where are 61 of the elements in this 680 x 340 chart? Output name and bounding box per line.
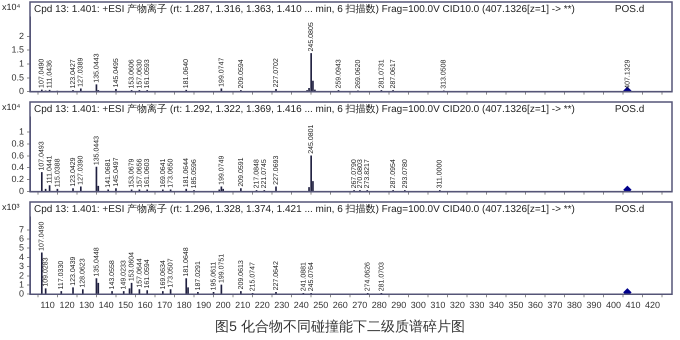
x-tick-label: 200 bbox=[216, 300, 231, 310]
x-tick-label: 290 bbox=[391, 300, 406, 310]
x-tick-label: 140 bbox=[98, 300, 114, 310]
chart-subtitle: POS.d bbox=[614, 204, 644, 215]
y-tick-label: 0.6 bbox=[11, 150, 24, 160]
x-tick-label: 250 bbox=[313, 300, 328, 310]
x-tick-label: 240 bbox=[294, 300, 309, 310]
x-tick-label: 380 bbox=[566, 300, 582, 310]
x-tick-label: 330 bbox=[469, 300, 484, 310]
y-tick-label: 0 bbox=[18, 288, 24, 299]
chart-subtitle: POS.d bbox=[614, 104, 644, 115]
y-tick-label: 3 bbox=[18, 261, 24, 272]
y-tick-label: 0.4 bbox=[11, 162, 24, 172]
x-tick-label: 160 bbox=[138, 300, 153, 310]
y-tick-label: 0 bbox=[18, 186, 24, 196]
x-tick-label: 350 bbox=[508, 300, 524, 310]
y-tick-label: 2 bbox=[18, 270, 24, 280]
y-axis-title: x10⁴ bbox=[2, 102, 21, 112]
x-tick-label: 230 bbox=[274, 300, 290, 310]
x-tick-label: 390 bbox=[586, 300, 602, 310]
y-tick-label: 1 bbox=[18, 58, 24, 68]
caption: 图5 化合物不同碰撞能下二级质谱碎片图 bbox=[214, 317, 466, 336]
y-tick-label: 5 bbox=[18, 242, 24, 253]
chart-title: Cpd 13: 1.401: +ESI 产物离子 (rt: 1.292, 1.322, 1.369, 1.416 ... min, 6 扫描数) Frag=100.0V CID20.0 (407.1326[z=1] -> **) bbox=[34, 102, 575, 115]
x-tick-label: 400 bbox=[606, 300, 621, 310]
y-tick-label: 0 bbox=[18, 86, 24, 96]
y-tick-label: 4 bbox=[18, 252, 24, 262]
y-tick-label: 1.5 bbox=[11, 44, 24, 55]
y-tick-label: 1 bbox=[18, 126, 24, 136]
x-tick-label: 220 bbox=[254, 300, 270, 310]
y-tick-label: 0.5 bbox=[11, 72, 24, 82]
x-tick-label: 360 bbox=[528, 300, 543, 310]
chart-title: Cpd 13: 1.401: +ESI 产物离子 (rt: 1.287, 1.316, 1.363, 1.410 ... min, 6 扫描数) Frag=100.0V CID10.0 (407.1326[z=1] -> **) bbox=[34, 2, 575, 15]
x-tick-label: 300 bbox=[410, 300, 426, 310]
y-tick-label: 7 bbox=[18, 224, 24, 234]
x-tick-label: 420 bbox=[644, 300, 660, 310]
y-axis-title: x10⁴ bbox=[2, 2, 21, 12]
x-tick-label: 120 bbox=[60, 300, 75, 310]
y-tick-label: 1 bbox=[18, 279, 24, 290]
y-tick-label: 2 bbox=[18, 30, 24, 41]
x-tick-label: 310 bbox=[430, 300, 446, 310]
x-tick-label: 210 bbox=[235, 300, 250, 310]
x-tick-label: 260 bbox=[332, 300, 348, 310]
y-tick-label: 6 bbox=[18, 234, 24, 244]
x-tick-label: 170 bbox=[157, 300, 172, 310]
x-tick-label: 110 bbox=[40, 300, 55, 310]
x-tick-label: 340 bbox=[488, 300, 504, 310]
chart-subtitle: POS.d bbox=[614, 4, 644, 15]
y-tick-label: 0.8 bbox=[11, 138, 24, 148]
y-axis-title: x10³ bbox=[2, 202, 20, 212]
x-tick-label: 370 bbox=[547, 300, 562, 310]
x-tick-label: 280 bbox=[372, 300, 387, 310]
chart-title: Cpd 13: 1.401: +ESI 产物离子 (rt: 1.296, 1.328, 1.374, 1.421 ... min, 6 扫描数) Frag=100.0V CID40.0 (407.1326[z=1] -> **) bbox=[34, 202, 575, 215]
x-tick-label: 190 bbox=[196, 300, 212, 310]
x-tick-label: 320 bbox=[450, 300, 465, 310]
x-tick-label: 150 bbox=[118, 300, 134, 310]
x-tick-label: 270 bbox=[352, 300, 368, 310]
x-tick-label: 180 bbox=[176, 300, 192, 310]
y-tick-label: 0.2 bbox=[11, 174, 24, 184]
x-tick-label: 130 bbox=[79, 300, 94, 310]
x-tick-label: 410 bbox=[625, 300, 640, 310]
